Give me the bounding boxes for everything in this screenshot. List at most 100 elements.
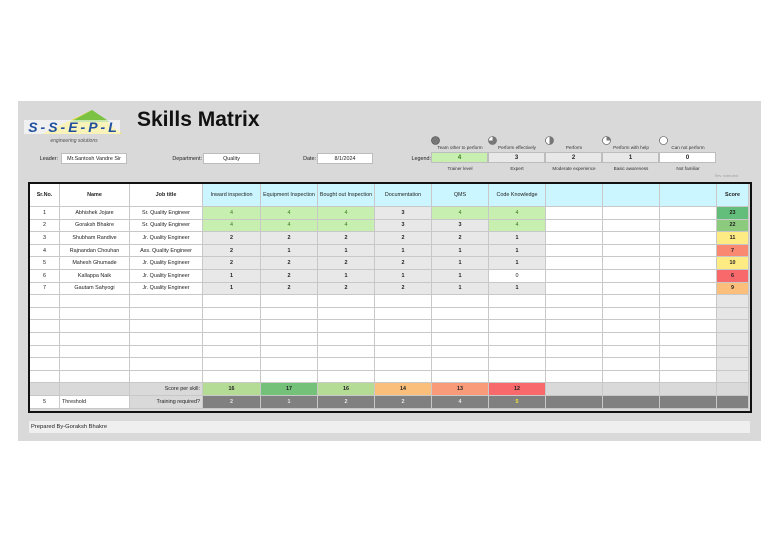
table-cell[interactable]: 4 — [317, 206, 375, 220]
table-cell[interactable]: 4 — [317, 218, 375, 233]
table-cell[interactable] — [260, 357, 318, 371]
table-cell[interactable]: 5 — [29, 256, 60, 270]
table-cell[interactable]: 2 — [317, 281, 375, 296]
col-header[interactable] — [602, 183, 660, 207]
col-header[interactable]: Sr.No. — [29, 183, 60, 207]
threshold-label[interactable]: Threshold — [59, 394, 130, 409]
table-cell[interactable] — [29, 344, 60, 359]
date-field[interactable]: 8/1/2024 — [317, 153, 373, 164]
table-cell[interactable]: 2 — [317, 231, 375, 245]
table-cell[interactable]: 1 — [431, 268, 489, 283]
table-cell[interactable] — [716, 357, 749, 371]
table-cell[interactable]: 4 — [488, 206, 546, 220]
table-cell[interactable]: 2 — [374, 231, 432, 245]
table-cell[interactable] — [545, 382, 603, 396]
table-cell[interactable]: 2 — [260, 231, 318, 245]
table-cell[interactable]: 1 — [431, 256, 489, 270]
col-header[interactable]: Code Knowledge — [488, 183, 546, 207]
table-cell[interactable]: Jr. Quality Engineer — [129, 268, 203, 283]
table-cell[interactable] — [129, 306, 203, 321]
training-required-value[interactable]: 4 — [431, 394, 489, 409]
table-cell[interactable] — [602, 319, 660, 333]
table-cell[interactable] — [602, 382, 660, 396]
table-cell[interactable]: Jr. Quality Engineer — [129, 231, 203, 245]
col-header[interactable]: Score — [716, 183, 749, 207]
table-cell[interactable] — [129, 344, 203, 359]
table-cell[interactable]: Sr. Quality Engineer — [129, 206, 203, 220]
table-cell[interactable] — [431, 306, 489, 321]
table-cell[interactable] — [545, 218, 603, 233]
table-cell[interactable] — [431, 369, 489, 384]
col-header[interactable] — [545, 183, 603, 207]
table-cell[interactable] — [431, 294, 489, 308]
table-cell[interactable]: Rajnandan Chouhan — [59, 243, 130, 258]
table-cell[interactable]: Jr. Quality Engineer — [129, 281, 203, 296]
col-header[interactable]: Bought out Inspection — [317, 183, 375, 207]
table-cell[interactable]: 1 — [431, 281, 489, 296]
table-cell[interactable] — [317, 294, 375, 308]
col-header[interactable]: Equipment Inspection — [260, 183, 318, 207]
table-cell[interactable] — [545, 206, 603, 220]
table-cell[interactable]: 4 — [488, 218, 546, 233]
table-cell[interactable]: 23 — [716, 206, 749, 220]
threshold-value[interactable]: 5 — [29, 394, 60, 409]
table-cell[interactable] — [602, 268, 660, 283]
table-cell[interactable] — [129, 369, 203, 384]
table-cell[interactable] — [260, 294, 318, 308]
table-cell[interactable]: 2 — [202, 243, 261, 258]
table-cell[interactable] — [59, 344, 130, 359]
table-cell[interactable]: 9 — [716, 281, 749, 296]
table-cell[interactable] — [29, 382, 60, 396]
table-cell[interactable] — [659, 319, 717, 333]
table-cell[interactable] — [545, 344, 603, 359]
table-cell[interactable] — [659, 369, 717, 384]
table-cell[interactable] — [374, 331, 432, 346]
table-cell[interactable] — [716, 331, 749, 346]
table-cell[interactable] — [545, 319, 603, 333]
skill-total[interactable]: 12 — [488, 382, 546, 396]
table-cell[interactable] — [29, 294, 60, 308]
table-cell[interactable] — [59, 331, 130, 346]
col-header[interactable]: Job title — [129, 183, 203, 207]
table-cell[interactable]: 4 — [202, 218, 261, 233]
table-cell[interactable]: 6 — [716, 268, 749, 283]
training-required-value[interactable]: 5 — [488, 394, 546, 409]
table-cell[interactable] — [59, 294, 130, 308]
table-cell[interactable] — [59, 319, 130, 333]
table-cell[interactable] — [317, 319, 375, 333]
table-cell[interactable] — [431, 344, 489, 359]
table-cell[interactable]: Goraksh Bhakre — [59, 218, 130, 233]
table-cell[interactable] — [602, 357, 660, 371]
table-cell[interactable] — [29, 369, 60, 384]
table-cell[interactable]: 11 — [716, 231, 749, 245]
table-cell[interactable] — [488, 294, 546, 308]
skill-total[interactable]: 17 — [260, 382, 318, 396]
table-cell[interactable] — [602, 206, 660, 220]
table-cell[interactable] — [659, 357, 717, 371]
table-cell[interactable] — [374, 357, 432, 371]
table-cell[interactable]: 2 — [317, 256, 375, 270]
table-cell[interactable] — [659, 231, 717, 245]
table-cell[interactable] — [59, 306, 130, 321]
table-cell[interactable] — [602, 306, 660, 321]
table-cell[interactable] — [545, 256, 603, 270]
col-header[interactable] — [659, 183, 717, 207]
table-cell[interactable]: 1 — [202, 281, 261, 296]
table-cell[interactable] — [659, 344, 717, 359]
table-cell[interactable] — [374, 319, 432, 333]
table-cell[interactable] — [129, 319, 203, 333]
table-cell[interactable] — [602, 394, 660, 409]
table-cell[interactable] — [659, 294, 717, 308]
table-cell[interactable] — [659, 206, 717, 220]
table-cell[interactable] — [317, 357, 375, 371]
table-cell[interactable]: 4 — [260, 206, 318, 220]
table-cell[interactable]: Gautam Sahyogi — [59, 281, 130, 296]
table-cell[interactable] — [716, 344, 749, 359]
table-cell[interactable] — [488, 344, 546, 359]
table-cell[interactable] — [602, 256, 660, 270]
table-cell[interactable] — [545, 306, 603, 321]
table-cell[interactable] — [129, 331, 203, 346]
table-cell[interactable]: Sr. Quality Engineer — [129, 218, 203, 233]
table-cell[interactable]: 22 — [716, 218, 749, 233]
table-cell[interactable] — [260, 369, 318, 384]
